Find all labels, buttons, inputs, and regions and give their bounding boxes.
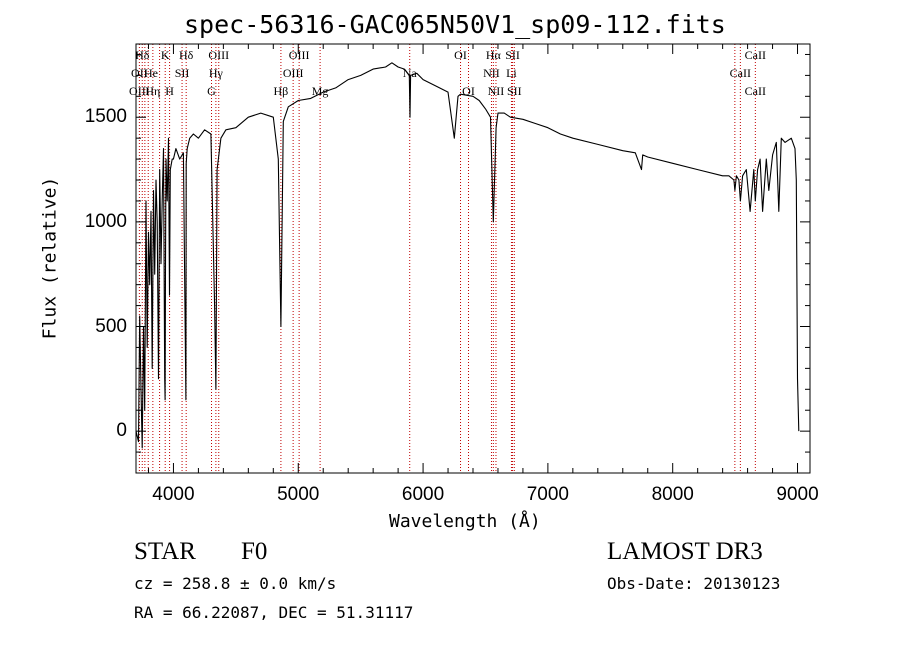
line-label-17: CaII	[729, 66, 752, 80]
line-label-22: Hβ	[273, 84, 289, 98]
line-label-16: Li	[506, 66, 517, 80]
y-tick-label-500: 500	[95, 315, 127, 337]
line-label-11: SII	[174, 66, 190, 80]
line-label-3: OIII	[208, 48, 230, 62]
spectrum-line-0	[135, 62, 800, 449]
line-label-14: Na	[402, 66, 417, 80]
coordinates: RA = 66.22087, DEC = 51.31117	[134, 603, 414, 622]
line-label-27: CaII	[744, 84, 766, 98]
line-label-2: Hδ	[179, 48, 194, 62]
line-label-19: Hη	[145, 84, 161, 98]
line-label-15: NII	[483, 66, 500, 80]
y-tick-label-0: 0	[116, 420, 127, 442]
line-label-18: OIII	[129, 84, 150, 98]
line-label-9: OII	[131, 66, 148, 80]
x-tick-label-6000: 6000	[401, 484, 445, 505]
line-label-12: Hγ	[208, 66, 223, 80]
x-tick-label-9000: 9000	[776, 484, 819, 505]
line-label-20: H	[165, 84, 174, 98]
line-label-10: He	[143, 66, 158, 80]
line-label-7: SII	[505, 48, 520, 62]
line-label-5: OI	[454, 48, 467, 62]
y-axis-label: Flux (relative)	[39, 176, 61, 340]
line-label-6: Hα	[485, 48, 501, 62]
object-class: STAR	[134, 538, 196, 565]
subclass: F0	[241, 538, 268, 565]
x-tick-label-8000: 8000	[651, 484, 694, 505]
x-tick-label-5000: 5000	[277, 484, 320, 505]
line-label-1: K	[160, 48, 170, 62]
x-tick-label-4000: 4000	[152, 484, 195, 505]
y-tick-label-1500: 1500	[84, 106, 127, 128]
plot-frame	[135, 43, 811, 474]
line-label-21: G	[207, 84, 216, 98]
redshift-cz: cz = 258.8 ± 0.0 km/s	[134, 574, 337, 593]
line-label-4: OIII	[288, 48, 310, 62]
survey-name: LAMOST DR3	[607, 538, 763, 565]
line-label-24: OI	[462, 84, 475, 98]
x-tick-label-7000: 7000	[526, 484, 570, 505]
spectrum-layer	[135, 62, 800, 449]
line-label-23: Mg	[311, 84, 329, 98]
line-label-26: SII	[506, 84, 522, 98]
y-tick-label-1000: 1000	[84, 210, 127, 232]
line-label-13: OIII	[282, 66, 304, 80]
x-axis-label: Wavelength (Å)	[389, 511, 541, 532]
line-label-8: CaII	[744, 48, 766, 62]
obs-date: Obs-Date: 20130123	[607, 574, 781, 593]
emission-line-markers	[138, 44, 756, 473]
chart-title: spec-56316-GAC065N50V1_sp09-112.fits	[184, 10, 726, 39]
line-label-0: Hδ	[135, 48, 150, 62]
line-label-25: NII	[487, 84, 505, 98]
axis-ticks	[136, 44, 810, 474]
